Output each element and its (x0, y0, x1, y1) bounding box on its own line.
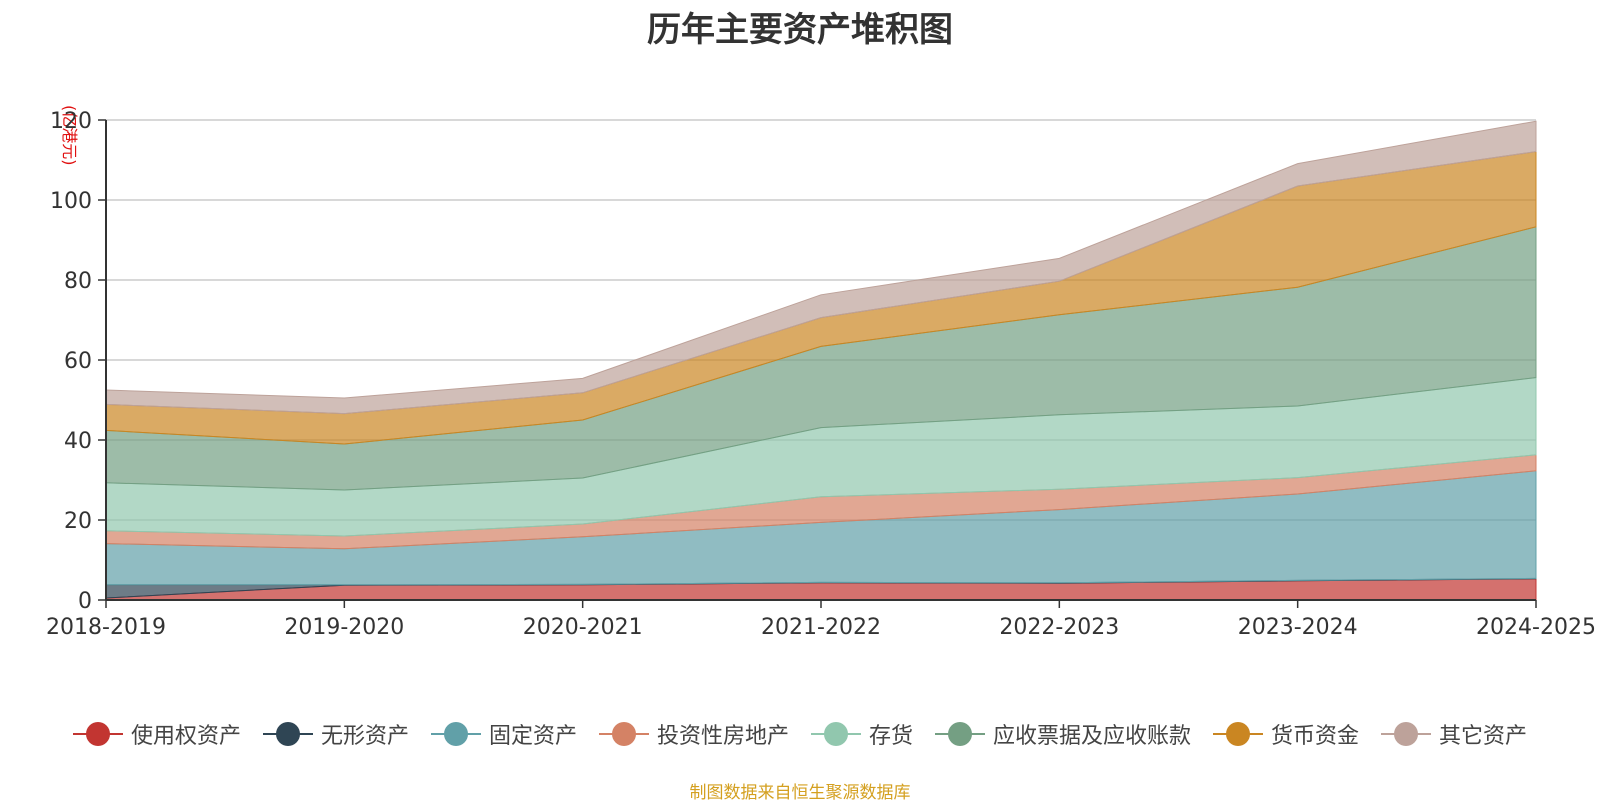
legend-marker-icon (1213, 722, 1264, 746)
legend-label: 存货 (869, 724, 914, 749)
legend-marker-icon (430, 722, 481, 746)
x-tick-label: 2019-2020 (284, 615, 404, 640)
legend-label: 投资性房地产 (656, 724, 789, 749)
x-tick-label: 2018-2019 (46, 615, 166, 640)
legend-item[interactable]: 存货 (811, 718, 913, 750)
legend-label: 应收票据及应收账款 (993, 724, 1192, 749)
legend-item[interactable]: 固定资产 (430, 718, 577, 750)
footer-note: 制图数据来自恒生聚源数据库 (689, 783, 911, 803)
legend: 使用权资产 无形资产 固定资产 投资性房地产 存货 应收票据及应收账款 货币资金 其它资产 (0, 718, 1600, 750)
legend-marker-icon (1381, 722, 1432, 746)
y-tick-label: 100 (50, 189, 92, 214)
legend-label: 使用权资产 (130, 724, 241, 749)
x-tick-label: 2024-2025 (1476, 615, 1596, 640)
legend-item[interactable]: 使用权资产 (72, 718, 241, 750)
y-tick-label: 40 (64, 429, 92, 454)
legend-item[interactable]: 无形资产 (262, 718, 409, 750)
x-tick-label: 2023-2024 (1238, 615, 1358, 640)
legend-item[interactable]: 货币资金 (1213, 718, 1359, 750)
legend-label: 货币资金 (1271, 724, 1360, 749)
x-tick-label: 2022-2023 (999, 615, 1119, 640)
legend-label: 固定资产 (488, 724, 577, 749)
legend-marker-icon (72, 722, 123, 746)
area-series-8 (105, 120, 1537, 415)
y-tick-label: 20 (64, 509, 92, 534)
legend-label: 无形资产 (320, 724, 409, 749)
legend-label: 其它资产 (1439, 724, 1528, 749)
y-tick-label: 120 (50, 109, 92, 134)
legend-item[interactable]: 其它资产 (1381, 718, 1527, 750)
y-tick-label: 60 (64, 349, 92, 374)
x-tick-label: 2020-2021 (523, 615, 643, 640)
axes: 0 20 40 60 80 100 120 2018-2019 2019-2020 2020-20… (46, 109, 1596, 640)
legend-marker-icon (935, 722, 986, 746)
stacked-area-chart: 0 20 40 60 80 100 120 2018-2019 2019-2020 2020-20… (46, 109, 1596, 640)
y-tick-label: 0 (78, 589, 92, 614)
chart-title: 历年主要资产堆积图 (647, 10, 953, 50)
legend-item[interactable]: 投资性房地产 (598, 718, 789, 750)
legend-marker-icon (262, 722, 313, 746)
legend-marker-icon (598, 722, 649, 746)
x-tick-label: 2021-2022 (761, 615, 881, 640)
legend-item[interactable]: 应收票据及应收账款 (935, 718, 1191, 750)
legend-marker-icon (811, 722, 861, 746)
y-tick-label: 80 (64, 269, 92, 294)
